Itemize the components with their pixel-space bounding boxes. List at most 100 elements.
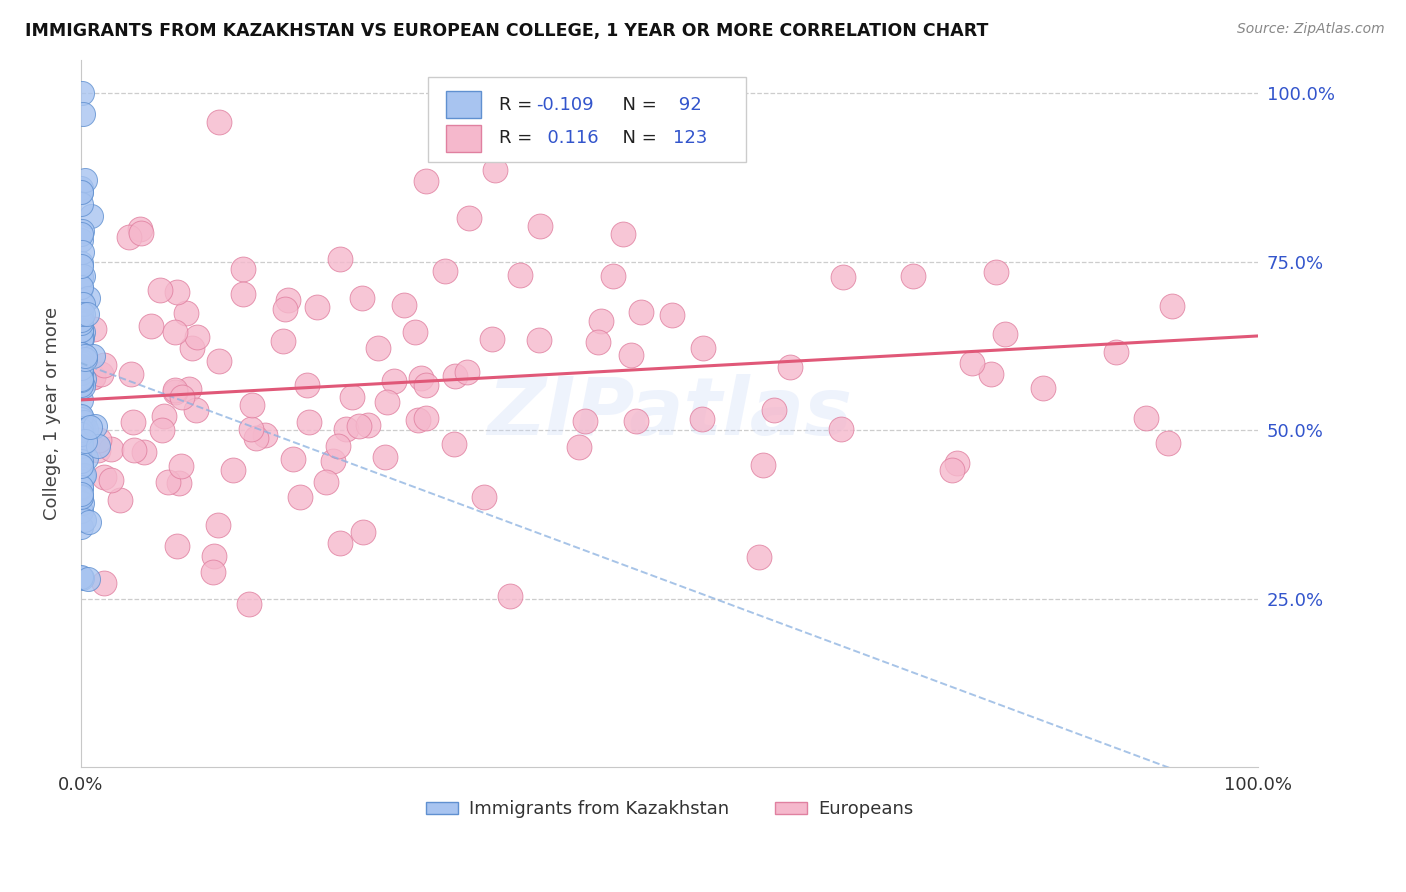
Point — [75, 422, 97, 436]
Bar — [446, 92, 481, 119]
Point — [83, 322, 105, 336]
Point — [72, 325, 94, 339]
Y-axis label: College, 1 year or more: College, 1 year or more — [44, 307, 60, 520]
Point — [322, 454, 344, 468]
Point — [232, 287, 254, 301]
Point — [298, 415, 321, 429]
Point — [748, 549, 770, 564]
Point — [69, 425, 91, 439]
Point — [612, 227, 634, 241]
Text: R =: R = — [499, 129, 537, 147]
Point — [69, 459, 91, 474]
Point — [69, 409, 91, 424]
Text: Source: ZipAtlas.com: Source: ZipAtlas.com — [1237, 22, 1385, 37]
Point — [89, 433, 111, 447]
Point — [329, 535, 352, 549]
Point — [690, 412, 713, 426]
Point — [69, 309, 91, 323]
Point — [69, 297, 91, 311]
Point — [69, 439, 91, 453]
Point — [76, 451, 98, 466]
Point — [994, 326, 1017, 341]
Point — [72, 297, 94, 311]
Point — [392, 298, 415, 312]
Point — [120, 368, 142, 382]
Point — [69, 352, 91, 367]
Point — [69, 325, 91, 339]
Point — [240, 399, 263, 413]
Point — [352, 291, 374, 305]
Point — [152, 409, 174, 423]
Point — [375, 395, 398, 409]
Point — [122, 416, 145, 430]
Point — [70, 481, 93, 495]
Point — [273, 301, 295, 316]
Point — [72, 308, 94, 322]
Point — [129, 226, 152, 240]
Point — [271, 334, 294, 349]
Point — [962, 356, 984, 370]
Point — [69, 280, 91, 294]
Point — [752, 458, 775, 472]
Point — [73, 416, 96, 430]
Point — [357, 417, 380, 432]
Point — [75, 349, 97, 363]
Point — [69, 361, 91, 376]
Point — [481, 332, 503, 346]
Point — [295, 377, 318, 392]
Point — [70, 270, 93, 285]
Point — [281, 452, 304, 467]
Point — [69, 378, 91, 392]
Point — [75, 172, 97, 186]
FancyBboxPatch shape — [427, 78, 747, 162]
Point — [661, 308, 683, 322]
Point — [238, 598, 260, 612]
Point — [69, 370, 91, 384]
Point — [69, 372, 91, 386]
Point — [82, 349, 104, 363]
Point — [602, 269, 624, 284]
Point — [69, 361, 91, 376]
Point — [70, 331, 93, 345]
Point — [1157, 435, 1180, 450]
Point — [222, 463, 245, 477]
Point — [69, 372, 91, 386]
Point — [588, 334, 610, 349]
Point — [202, 549, 225, 564]
Point — [70, 332, 93, 346]
Point — [69, 366, 91, 380]
Point — [499, 589, 522, 603]
Point — [70, 363, 93, 377]
Point — [70, 376, 93, 390]
Point — [77, 291, 100, 305]
Point — [165, 326, 187, 340]
Point — [374, 450, 396, 465]
Point — [626, 414, 648, 428]
Point — [1135, 411, 1157, 425]
Text: IMMIGRANTS FROM KAZAKHSTAN VS EUROPEAN COLLEGE, 1 YEAR OR MORE CORRELATION CHART: IMMIGRANTS FROM KAZAKHSTAN VS EUROPEAN C… — [25, 22, 988, 40]
Point — [404, 325, 426, 339]
Point — [75, 434, 97, 448]
Point — [411, 371, 433, 385]
Point — [69, 316, 91, 330]
Point — [946, 456, 969, 470]
Point — [352, 524, 374, 539]
Point — [70, 181, 93, 195]
Point — [69, 185, 91, 199]
Point — [509, 268, 531, 283]
Point — [443, 436, 465, 450]
Point — [83, 419, 105, 434]
Point — [181, 341, 204, 355]
Point — [72, 378, 94, 392]
Point — [69, 471, 91, 485]
Point — [69, 520, 91, 534]
Point — [315, 475, 337, 490]
Point — [149, 283, 172, 297]
Point — [208, 354, 231, 368]
Point — [70, 359, 93, 373]
Point — [367, 341, 389, 355]
Point — [69, 256, 91, 270]
Point — [82, 370, 104, 384]
Point — [69, 415, 91, 429]
Point — [415, 174, 437, 188]
